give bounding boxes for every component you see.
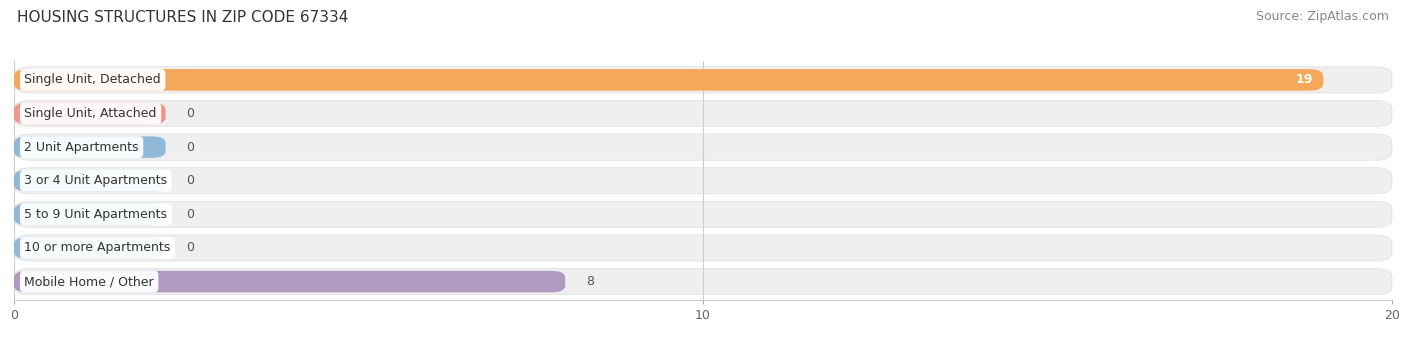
Text: 0: 0 (186, 208, 194, 221)
Text: 0: 0 (186, 241, 194, 254)
Text: 3 or 4 Unit Apartments: 3 or 4 Unit Apartments (24, 174, 167, 187)
FancyBboxPatch shape (14, 170, 166, 192)
FancyBboxPatch shape (14, 103, 166, 124)
FancyBboxPatch shape (14, 136, 166, 158)
FancyBboxPatch shape (14, 235, 1392, 261)
FancyBboxPatch shape (14, 268, 1392, 295)
Text: 0: 0 (186, 174, 194, 187)
Text: 0: 0 (186, 107, 194, 120)
FancyBboxPatch shape (14, 69, 1323, 91)
FancyBboxPatch shape (14, 100, 1392, 127)
Text: Single Unit, Attached: Single Unit, Attached (24, 107, 157, 120)
FancyBboxPatch shape (14, 271, 565, 292)
Text: Source: ZipAtlas.com: Source: ZipAtlas.com (1256, 10, 1389, 23)
Text: 5 to 9 Unit Apartments: 5 to 9 Unit Apartments (24, 208, 167, 221)
Text: 0: 0 (186, 140, 194, 153)
FancyBboxPatch shape (14, 67, 1392, 93)
Text: 10 or more Apartments: 10 or more Apartments (24, 241, 170, 254)
Text: HOUSING STRUCTURES IN ZIP CODE 67334: HOUSING STRUCTURES IN ZIP CODE 67334 (17, 10, 349, 25)
FancyBboxPatch shape (14, 134, 1392, 160)
Text: Single Unit, Detached: Single Unit, Detached (24, 73, 162, 86)
Text: 2 Unit Apartments: 2 Unit Apartments (24, 140, 139, 153)
Text: 19: 19 (1295, 73, 1313, 86)
FancyBboxPatch shape (14, 204, 166, 225)
Text: Mobile Home / Other: Mobile Home / Other (24, 275, 155, 288)
FancyBboxPatch shape (14, 237, 166, 259)
FancyBboxPatch shape (14, 168, 1392, 194)
Text: 8: 8 (586, 275, 593, 288)
FancyBboxPatch shape (14, 201, 1392, 227)
